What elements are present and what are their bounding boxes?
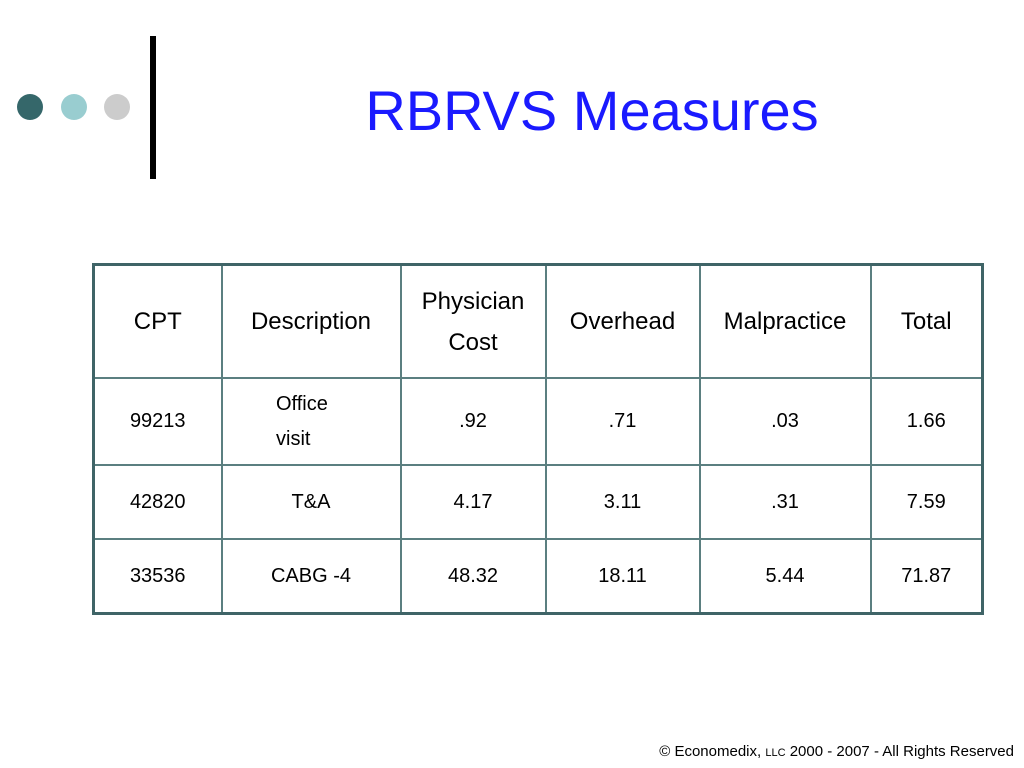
cell-overhead: 18.11 — [544, 538, 701, 615]
header-cpt: CPT — [92, 263, 223, 379]
cell-total: 1.66 — [869, 377, 984, 466]
cell-overhead: 3.11 — [544, 464, 701, 540]
table-row: 33536 CABG -4 48.32 18.11 5.44 71.87 — [92, 538, 984, 615]
cell-description: T&A — [220, 464, 402, 540]
cell-description: Office visit — [220, 377, 402, 466]
footer-llc: LLC — [765, 747, 786, 759]
cell-overhead: .71 — [544, 377, 701, 466]
header-description: Description — [220, 263, 402, 379]
slide-title: RBRVS Measures — [365, 79, 819, 142]
footer-prefix: © Economedix, — [659, 743, 762, 760]
cell-cpt: 99213 — [92, 377, 223, 466]
decorative-dot-dark — [17, 94, 43, 120]
table-row: 42820 T&A 4.17 3.11 .31 7.59 — [92, 464, 984, 540]
title-divider — [150, 36, 156, 179]
header-malpractice: Malpractice — [698, 263, 872, 379]
cell-cpt: 42820 — [92, 464, 223, 540]
cell-physician-cost: 48.32 — [399, 538, 547, 615]
header-overhead: Overhead — [544, 263, 701, 379]
decorative-dot-gray — [104, 94, 130, 120]
table-row: 99213 Office visit .92 .71 .03 1.66 — [92, 377, 984, 466]
header-physician-cost-label: Physician Cost — [421, 287, 525, 356]
cell-malpractice: 5.44 — [698, 538, 872, 615]
cell-cpt: 33536 — [92, 538, 223, 615]
header-total: Total — [869, 263, 984, 379]
footer-suffix: 2000 - 2007 - All Rights Reserved — [789, 743, 1014, 760]
cell-malpractice: .31 — [698, 464, 872, 540]
header-physician-cost: Physician Cost — [399, 263, 547, 379]
cell-physician-cost: 4.17 — [399, 464, 547, 540]
cell-malpractice: .03 — [698, 377, 872, 466]
cell-description-text: Office visit — [276, 392, 328, 450]
cell-description: CABG -4 — [220, 538, 402, 615]
decorative-dot-teal — [61, 94, 87, 120]
copyright-footer: © Economedix, LLC 2000 - 2007 - All Righ… — [659, 743, 1014, 760]
rbrvs-table: CPT Description Physician Cost Overhead … — [92, 263, 984, 615]
table-header-row: CPT Description Physician Cost Overhead … — [92, 263, 984, 379]
cell-total: 71.87 — [869, 538, 984, 615]
cell-physician-cost: .92 — [399, 377, 547, 466]
cell-total: 7.59 — [869, 464, 984, 540]
